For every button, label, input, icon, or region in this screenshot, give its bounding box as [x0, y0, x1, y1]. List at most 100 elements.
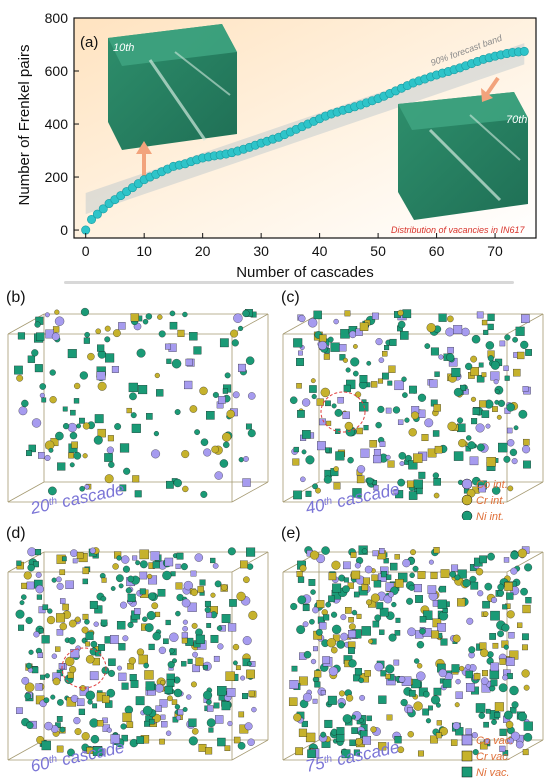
defect-atom [136, 648, 145, 656]
defect-atom [129, 392, 137, 401]
defect-atom [397, 478, 406, 487]
defect-atom [344, 421, 354, 431]
defect-atom [226, 688, 236, 697]
defect-atom [342, 714, 352, 724]
defect-atom [112, 563, 119, 570]
defect-atom [490, 679, 498, 687]
defect-atom [308, 579, 316, 586]
defect-atom [246, 547, 256, 557]
defect-atom [408, 428, 417, 437]
defect-atom [352, 488, 362, 498]
defect-atom [143, 662, 149, 669]
defect-atom [330, 728, 338, 736]
defect-atom [340, 329, 350, 339]
defect-atom [67, 422, 77, 433]
defect-atom [323, 353, 330, 360]
defect-atom [134, 490, 142, 498]
defect-atom [173, 688, 183, 698]
defect-atom [507, 485, 514, 492]
defect-atom [184, 380, 193, 390]
defect-atom [242, 309, 250, 318]
defect-atom [358, 677, 364, 684]
defect-atom [237, 742, 246, 750]
defect-atom [465, 664, 471, 670]
defect-atom [334, 409, 343, 417]
cube-edge [231, 739, 269, 761]
defect-atom [154, 372, 160, 379]
defect-atom [217, 737, 226, 747]
defect-atom [415, 595, 423, 603]
defect-atom [161, 721, 168, 728]
defect-atom [98, 644, 105, 651]
defect-atom [489, 633, 496, 640]
defect-atom [454, 702, 460, 708]
defect-atom [422, 708, 430, 716]
defect-atom [503, 557, 510, 563]
defect-atom [193, 346, 202, 355]
defect-atom [383, 558, 389, 564]
defect-atom [347, 582, 354, 589]
defect-atom [520, 587, 528, 596]
defect-atom [398, 452, 407, 460]
defect-atom [36, 594, 43, 600]
defect-atom [402, 392, 408, 398]
defect-atom [210, 557, 216, 564]
defect-atom [430, 347, 439, 356]
y-tick-label: 200 [45, 169, 69, 185]
defect-atom [491, 719, 497, 725]
defect-atom [433, 687, 442, 696]
cascade-label: 40th cascade [304, 480, 401, 518]
defect-atom [433, 492, 440, 499]
defect-atom [295, 747, 304, 756]
data-point [98, 204, 108, 214]
defect-atom [473, 673, 481, 680]
defect-atom [59, 726, 66, 733]
cascade-number: 20 [28, 495, 52, 518]
defect-atom [185, 358, 193, 366]
defect-atom [82, 453, 88, 459]
defect-atom [518, 409, 528, 419]
defect-atom [242, 478, 251, 487]
defect-atom [482, 600, 490, 609]
defect-atom [400, 698, 408, 707]
defect-atom [68, 619, 77, 628]
defect-atom [187, 602, 197, 612]
defect-atom [316, 398, 324, 406]
defect-atom [218, 396, 226, 404]
defect-atom [319, 334, 327, 343]
defect-atom [139, 588, 146, 595]
defect-atom [41, 740, 51, 751]
defect-atom [309, 550, 319, 560]
defect-atom [85, 631, 94, 640]
defect-atom [130, 313, 139, 322]
defect-atom [142, 616, 148, 622]
defect-atom [506, 427, 513, 434]
y-tick-label: 800 [45, 10, 69, 26]
defect-atom [320, 731, 327, 738]
defect-atom [408, 460, 418, 470]
defect-atom [229, 599, 237, 607]
defect-atom [188, 736, 198, 746]
defect-atom [206, 411, 215, 420]
defect-atom [312, 698, 318, 704]
defect-atom [432, 430, 440, 437]
defect-atom [182, 707, 188, 712]
defect-atom [206, 623, 212, 628]
defect-atom [79, 371, 88, 380]
defect-atom [385, 673, 391, 679]
defect-atom [523, 438, 530, 446]
inset-70th-cascade: 70th [398, 92, 528, 220]
defect-atom [210, 592, 216, 598]
defect-atom [314, 670, 322, 678]
defect-atom [181, 598, 191, 608]
defect-atom [21, 676, 30, 685]
defect-atom [149, 718, 155, 725]
defect-atom [131, 423, 141, 433]
defect-atom [504, 582, 513, 591]
defect-atom [136, 736, 145, 744]
defect-atom [221, 614, 231, 623]
defect-atom [15, 609, 25, 619]
defect-atom [452, 634, 461, 643]
defect-atom [39, 383, 47, 390]
defect-atom [46, 615, 56, 625]
